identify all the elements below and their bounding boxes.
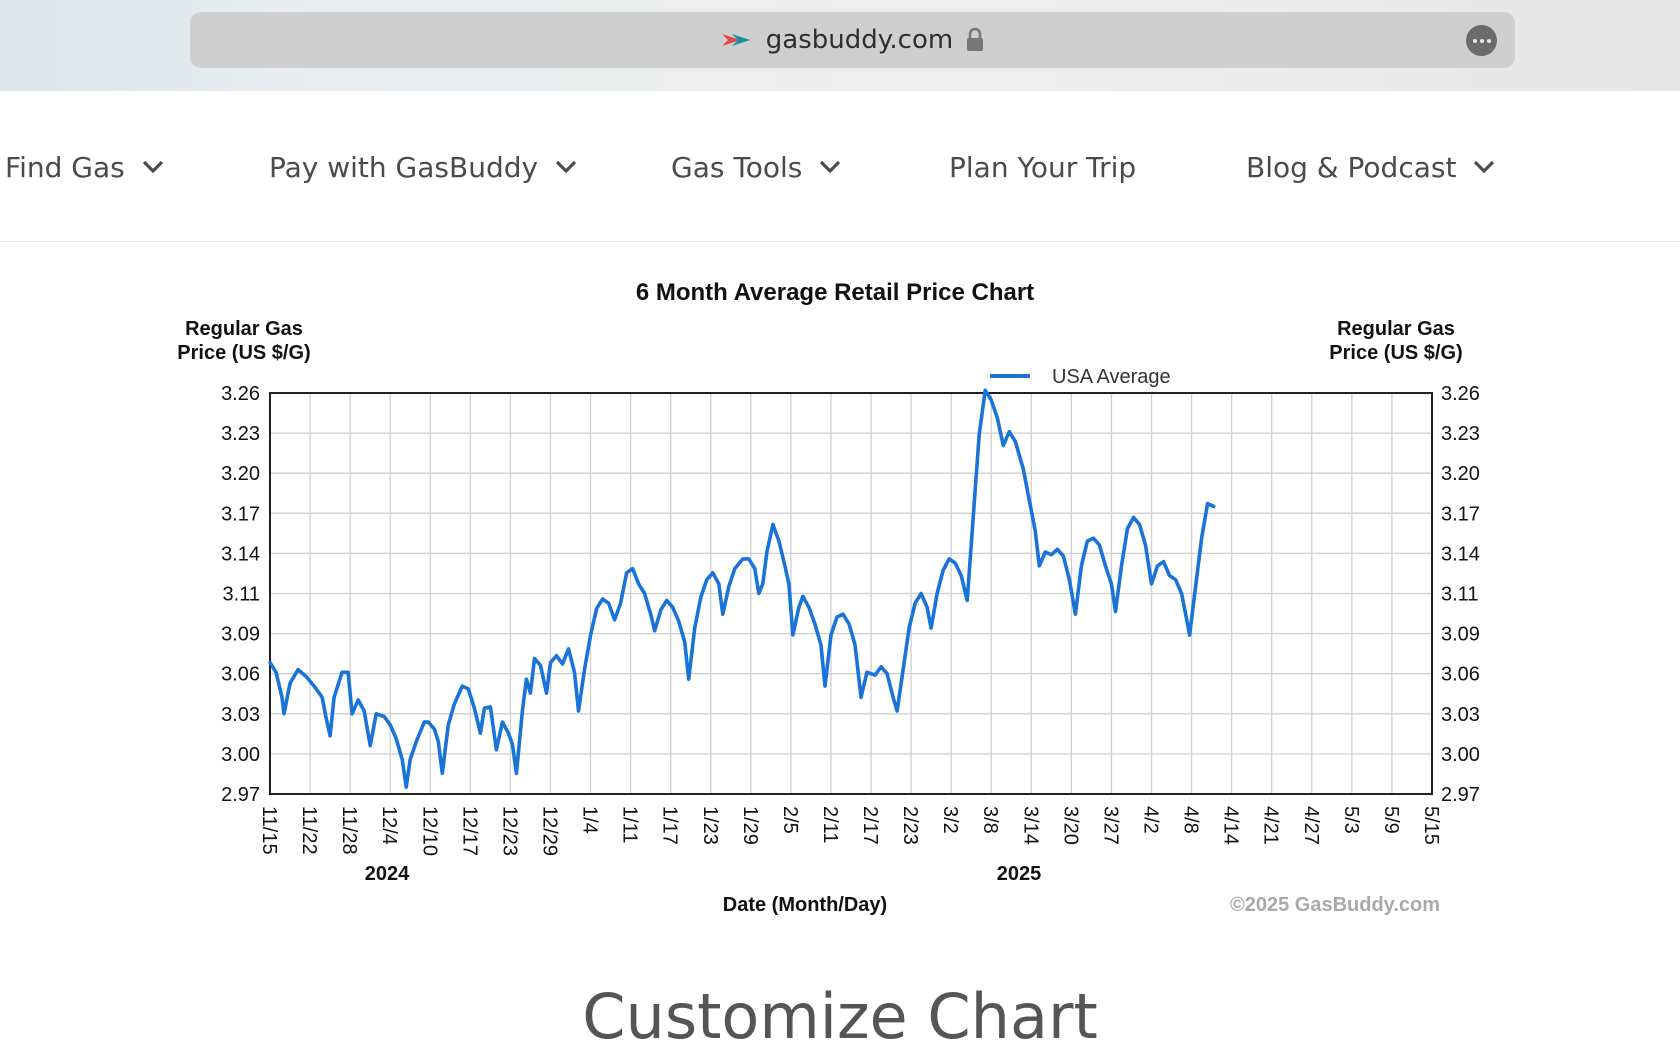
more-options-icon[interactable] bbox=[1466, 25, 1497, 56]
year-label-2025: 2025 bbox=[997, 863, 1042, 885]
nav-pay-with-gasbuddy[interactable]: Pay with GasBuddy bbox=[269, 147, 578, 187]
chart-grid bbox=[269, 392, 1433, 795]
y-tick-label-right: 3.17 bbox=[1441, 503, 1480, 525]
x-tick-label: 1/29 bbox=[739, 806, 761, 845]
y-tick-label-right: 3.06 bbox=[1441, 664, 1480, 686]
gasbuddy-logo-icon bbox=[721, 34, 750, 46]
x-tick-label: 12/4 bbox=[378, 806, 400, 845]
y-tick-label-left: 3.26 bbox=[221, 383, 260, 405]
y-tick-label-left: 3.17 bbox=[221, 503, 260, 525]
y-tick-label-left: 2.97 bbox=[221, 784, 260, 806]
y-tick-label-right: 3.26 bbox=[1441, 383, 1480, 405]
chart-copyright: ©2025 GasBuddy.com bbox=[1230, 894, 1440, 916]
browser-toolbar: gasbuddy.com bbox=[0, 0, 1680, 91]
x-tick-label: 11/28 bbox=[338, 806, 360, 855]
x-tick-label: 3/14 bbox=[1019, 806, 1041, 845]
x-tick-label: 4/2 bbox=[1140, 806, 1162, 834]
y-tick-label-left: 3.00 bbox=[221, 744, 260, 766]
nav-item-label: Plan Your Trip bbox=[949, 150, 1137, 184]
nav-item-label: Gas Tools bbox=[671, 150, 803, 184]
price-chart: 2.97 3.00 3.03 3.06 3.09 3.11 3.14 3.17 3.20 3.23… bbox=[0, 260, 1680, 940]
chevron-down-icon bbox=[555, 160, 577, 174]
x-tick-label: 11/22 bbox=[298, 806, 320, 855]
x-tick-label: 1/4 bbox=[579, 806, 601, 834]
x-tick-label: 2/5 bbox=[779, 806, 801, 834]
x-tick-label: 5/3 bbox=[1340, 806, 1362, 834]
y-tick-label-right: 3.23 bbox=[1441, 423, 1480, 445]
legend-entry: USA Average bbox=[1052, 366, 1171, 388]
x-tick-label: 3/20 bbox=[1059, 806, 1081, 845]
y-tick-label-right: 3.00 bbox=[1441, 744, 1480, 766]
address-content: gasbuddy.com bbox=[190, 12, 1515, 68]
nav-blog-podcast[interactable]: Blog & Podcast bbox=[1246, 147, 1496, 187]
lock-icon bbox=[967, 27, 984, 51]
main-nav: Find Gas Pay with GasBuddy Gas Tools Pla… bbox=[0, 91, 1680, 242]
price-chart-svg: 2.97 3.00 3.03 3.06 3.09 3.11 3.14 3.17 3.20 3.23… bbox=[177, 279, 1480, 916]
series-line-usa-average bbox=[268, 388, 1216, 789]
y-tick-label-right: 3.03 bbox=[1441, 704, 1480, 726]
address-bar[interactable]: gasbuddy.com bbox=[190, 12, 1515, 68]
nav-item-label: Find Gas bbox=[5, 150, 125, 184]
x-tick-label: 1/11 bbox=[619, 806, 641, 843]
y-tick-label-left: 3.09 bbox=[221, 624, 260, 646]
nav-gas-tools[interactable]: Gas Tools bbox=[671, 147, 842, 187]
plot-frame bbox=[269, 392, 1433, 795]
x-tick-label: 12/23 bbox=[498, 806, 520, 856]
chevron-down-icon bbox=[1474, 160, 1495, 174]
y-axis-title-left: Regular Gas Price (US $/G) bbox=[177, 318, 310, 364]
x-tick-label: 12/17 bbox=[458, 806, 480, 856]
y-tick-label-left: 3.20 bbox=[221, 463, 260, 485]
y-tick-label-right: 3.14 bbox=[1441, 543, 1480, 565]
y-tick-label-left: 3.14 bbox=[221, 543, 260, 565]
x-tick-label: 4/21 bbox=[1260, 806, 1282, 845]
x-tick-label: 1/23 bbox=[699, 806, 721, 845]
x-tick-label: 4/14 bbox=[1220, 806, 1242, 845]
x-tick-label: 4/8 bbox=[1180, 806, 1202, 834]
x-ticks: 11/15 11/22 11/28 12/4 12/10 12/17 12/23 12/29 1… bbox=[258, 806, 1442, 856]
y-tick-label-left: 3.23 bbox=[221, 423, 260, 445]
x-tick-label: 11/15 bbox=[258, 806, 280, 855]
x-tick-label: 3/27 bbox=[1099, 806, 1121, 845]
y-tick-label-right: 2.97 bbox=[1441, 784, 1480, 806]
nav-plan-your-trip[interactable]: Plan Your Trip bbox=[949, 147, 1136, 187]
x-tick-label: 12/29 bbox=[538, 806, 560, 856]
x-axis-title: Date (Month/Day) bbox=[723, 894, 887, 916]
nav-item-label: Pay with GasBuddy bbox=[269, 150, 539, 184]
y-tick-label-left: 3.03 bbox=[221, 704, 260, 726]
x-tick-label: 5/15 bbox=[1420, 806, 1442, 845]
year-label-2024: 2024 bbox=[365, 863, 410, 885]
url-text[interactable]: gasbuddy.com bbox=[765, 25, 954, 55]
nav-find-gas[interactable]: Find Gas bbox=[5, 147, 165, 187]
y-ticks-right: 2.97 3.00 3.03 3.06 3.09 3.11 3.14 3.17 3.20 3.23… bbox=[1441, 383, 1480, 806]
y-tick-label-right: 3.20 bbox=[1441, 463, 1480, 485]
y-tick-label-left: 3.11 bbox=[223, 584, 260, 606]
x-tick-label: 2/23 bbox=[899, 806, 921, 845]
nav-item-label: Blog & Podcast bbox=[1246, 150, 1457, 184]
x-tick-label: 5/9 bbox=[1380, 806, 1402, 834]
x-tick-label: 12/10 bbox=[418, 806, 440, 856]
x-tick-label: 4/27 bbox=[1300, 806, 1322, 845]
y-axis-title-right: Regular Gas Price (US $/G) bbox=[1329, 318, 1462, 364]
y-tick-label-right: 3.09 bbox=[1441, 624, 1480, 646]
x-tick-label: 3/2 bbox=[939, 806, 961, 834]
x-tick-label: 2/11 bbox=[819, 806, 841, 843]
x-tick-label: 2/17 bbox=[859, 806, 881, 845]
y-ticks-left: 2.97 3.00 3.03 3.06 3.09 3.11 3.14 3.17 3.20 3.23… bbox=[221, 383, 260, 806]
chevron-down-icon bbox=[820, 160, 841, 174]
y-tick-label-left: 3.06 bbox=[221, 664, 260, 686]
y-tick-label-right: 3.11 bbox=[1441, 584, 1478, 606]
x-tick-label: 3/8 bbox=[979, 806, 1001, 834]
x-tick-label: 1/17 bbox=[659, 806, 681, 845]
chart-title: 6 Month Average Retail Price Chart bbox=[636, 279, 1034, 306]
customize-chart-heading: Customize Chart bbox=[582, 980, 1098, 1053]
chevron-down-icon bbox=[142, 160, 163, 174]
